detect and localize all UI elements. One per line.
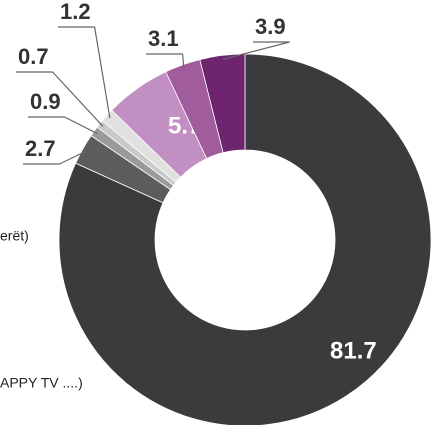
slice-label: 0.9: [30, 89, 61, 114]
slice-label: 3.9: [255, 14, 286, 39]
legend-fragment: APPY TV ....): [0, 375, 83, 391]
leader-line: [181, 53, 185, 69]
leader-line: [59, 150, 87, 165]
leader-line: [222, 41, 290, 60]
leader-line: [94, 26, 111, 119]
leader-line: [64, 116, 98, 135]
slice-label: 3.1: [148, 26, 179, 51]
slice-label: 81.7: [330, 337, 377, 364]
leader-line: [52, 71, 104, 127]
donut-slice: [199, 53, 246, 154]
legend-fragment: erët): [0, 228, 29, 244]
slice-label: 1.2: [60, 0, 91, 24]
slice-label: 2.7: [25, 136, 56, 161]
donut-slice: [58, 53, 432, 425]
slice-label: 0.7: [18, 44, 49, 69]
